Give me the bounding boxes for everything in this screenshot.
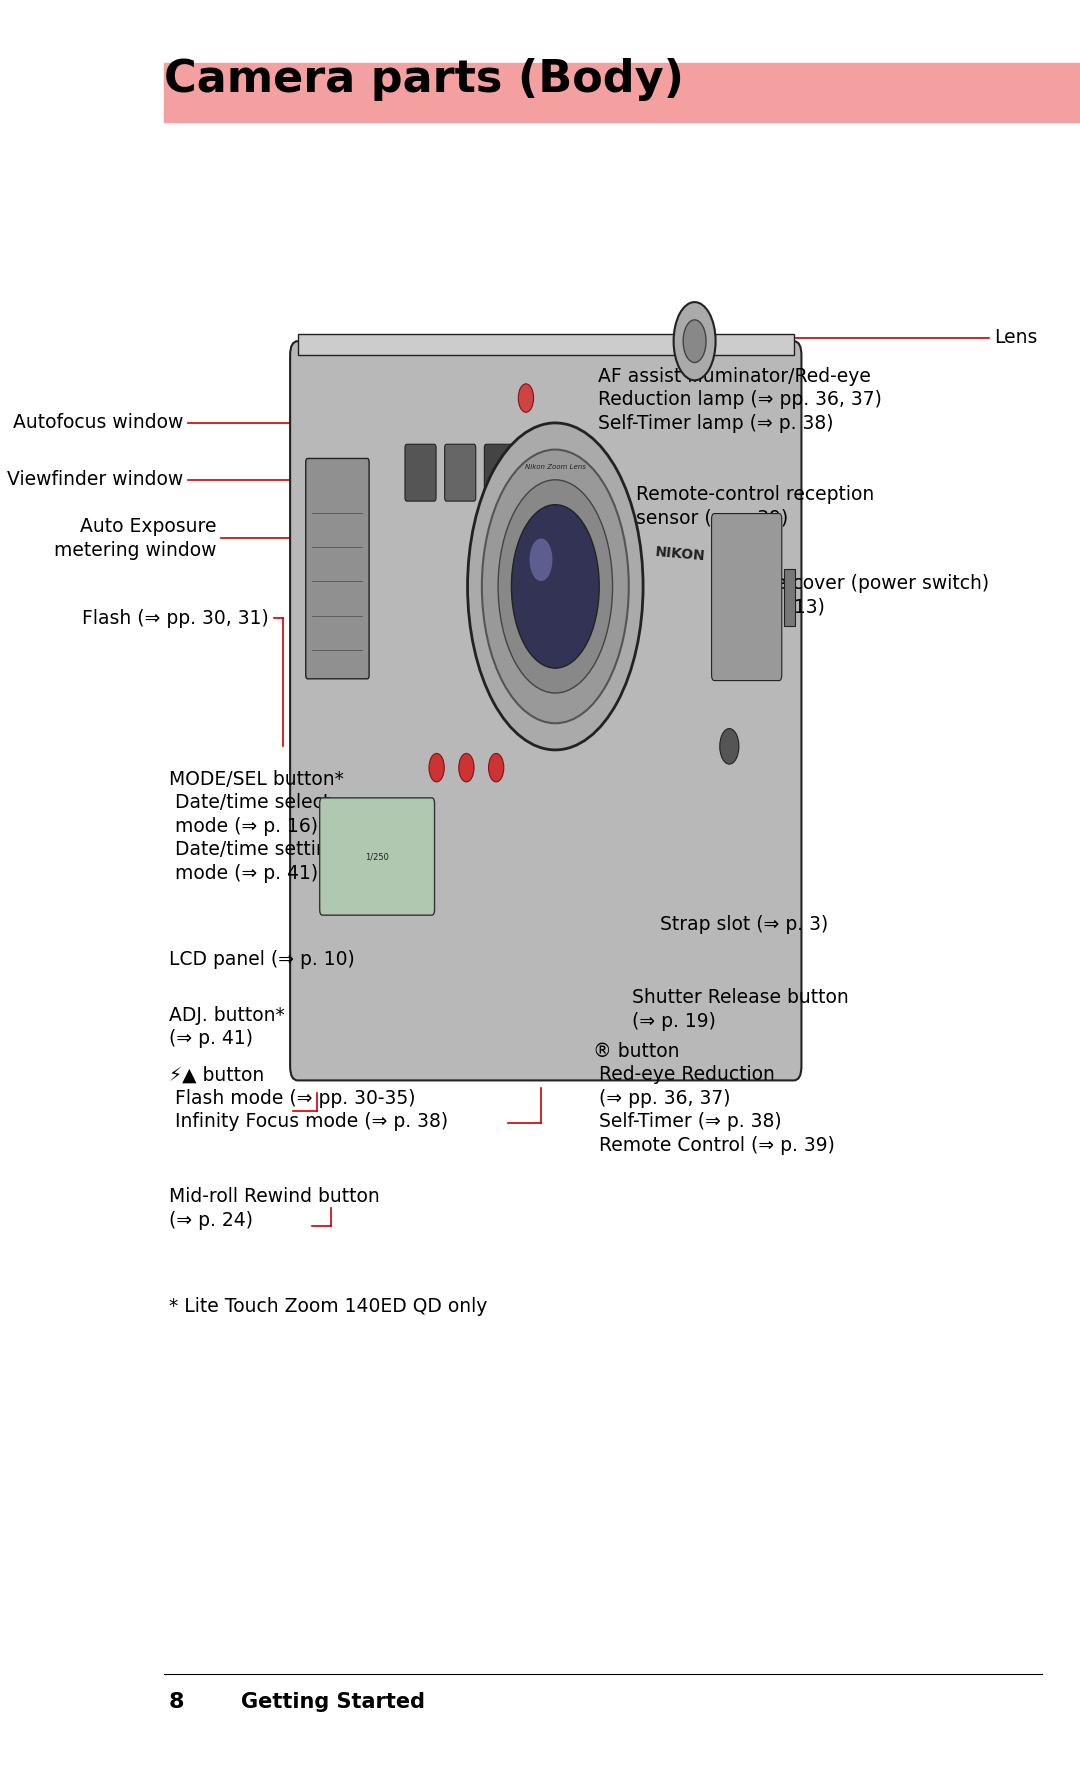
Text: * Lite Touch Zoom 140ED QD only: * Lite Touch Zoom 140ED QD only [168, 1297, 487, 1315]
Text: Viewfinder window: Viewfinder window [6, 471, 184, 489]
Polygon shape [298, 334, 794, 355]
Text: 8: 8 [168, 1692, 185, 1713]
Bar [164, 64, 1080, 123]
Text: ® button
 Red-eye Reduction
 (⇒ pp. 36, 37)
 Self-Timer (⇒ p. 38)
 Remote Contro: ® button Red-eye Reduction (⇒ pp. 36, 37… [594, 1041, 835, 1155]
Circle shape [429, 753, 444, 782]
Circle shape [482, 450, 629, 723]
Text: Auto Exposure
metering window: Auto Exposure metering window [54, 517, 217, 560]
Text: 1/250: 1/250 [365, 851, 389, 862]
Text: Shutter Release button
(⇒ p. 19): Shutter Release button (⇒ p. 19) [632, 988, 849, 1031]
Text: Nikon Zoom Lens: Nikon Zoom Lens [525, 464, 585, 471]
Circle shape [459, 753, 474, 782]
Circle shape [498, 480, 612, 693]
FancyBboxPatch shape [445, 444, 476, 501]
Text: AF assist illuminator/Red-eye
Reduction lamp (⇒ pp. 36, 37)
Self-Timer lamp (⇒ p: AF assist illuminator/Red-eye Reduction … [598, 366, 882, 434]
FancyBboxPatch shape [320, 798, 434, 915]
Text: Strap slot (⇒ p. 3): Strap slot (⇒ p. 3) [660, 915, 828, 933]
Circle shape [512, 505, 599, 668]
Circle shape [719, 729, 739, 764]
FancyBboxPatch shape [306, 458, 369, 679]
Text: Lens: Lens [995, 329, 1038, 347]
Text: ADJ. button*
(⇒ p. 41): ADJ. button* (⇒ p. 41) [168, 1006, 285, 1048]
Text: Getting Started: Getting Started [241, 1692, 424, 1713]
FancyBboxPatch shape [712, 514, 782, 681]
Text: Mid-roll Rewind button
(⇒ p. 24): Mid-roll Rewind button (⇒ p. 24) [168, 1187, 380, 1230]
Circle shape [468, 423, 643, 750]
Circle shape [518, 384, 534, 412]
Text: Slide cover (power switch)
(⇒ p. 13): Slide cover (power switch) (⇒ p. 13) [741, 574, 989, 617]
Circle shape [684, 320, 706, 363]
Circle shape [674, 302, 716, 380]
Circle shape [488, 753, 503, 782]
Text: Flash (⇒ pp. 30, 31): Flash (⇒ pp. 30, 31) [82, 610, 269, 627]
Bar [784, 569, 795, 626]
Text: ⚡▲ button
 Flash mode (⇒ pp. 30-35)
 Infinity Focus mode (⇒ p. 38): ⚡▲ button Flash mode (⇒ pp. 30-35) Infin… [168, 1064, 448, 1132]
FancyBboxPatch shape [405, 444, 436, 501]
FancyBboxPatch shape [484, 444, 515, 501]
Text: MODE/SEL button*
 Date/time select
 mode (⇒ p. 16)
 Date/time setting
 mode (⇒ p: MODE/SEL button* Date/time select mode (… [168, 769, 343, 883]
Text: Camera parts (Body): Camera parts (Body) [164, 59, 685, 101]
Text: Remote-control reception
sensor (⇒ p. 39): Remote-control reception sensor (⇒ p. 39… [636, 485, 875, 528]
Text: NIKON: NIKON [654, 546, 705, 563]
Circle shape [529, 538, 553, 581]
Text: Autofocus window: Autofocus window [13, 414, 184, 432]
Text: LCD panel (⇒ p. 10): LCD panel (⇒ p. 10) [168, 951, 354, 968]
FancyBboxPatch shape [291, 341, 801, 1080]
